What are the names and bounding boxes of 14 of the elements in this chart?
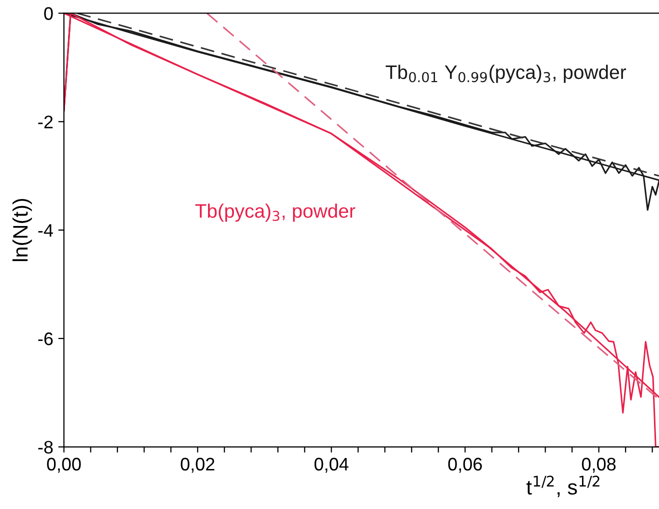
y-tick-label: -4 xyxy=(38,224,53,237)
series-label: Tb$_{0.01}$ Y$_{0.99}$(pyca)$_{3}$, powder xyxy=(386,64,626,83)
y-tick-label: -6 xyxy=(38,332,53,346)
x-tick-label: 0,08 xyxy=(582,458,616,473)
x-tick-label: 0,02 xyxy=(180,458,214,473)
y-tick-label: -8 xyxy=(38,440,53,454)
text: Tb(pyca)$_{3}$, powder xyxy=(195,204,356,222)
x-tick-label: 0,06 xyxy=(448,458,482,473)
x-tick-label: 0,04 xyxy=(314,458,348,473)
y-tick-label: -2 xyxy=(38,116,53,128)
y-tick-label: 0 xyxy=(44,7,53,20)
x-tick-label: 0,00 xyxy=(47,458,81,473)
x-axis-title: t$^{1/2}$, s$^{1/2}$ xyxy=(526,476,600,498)
y-axis-title: ln(N(t)) xyxy=(12,198,32,262)
